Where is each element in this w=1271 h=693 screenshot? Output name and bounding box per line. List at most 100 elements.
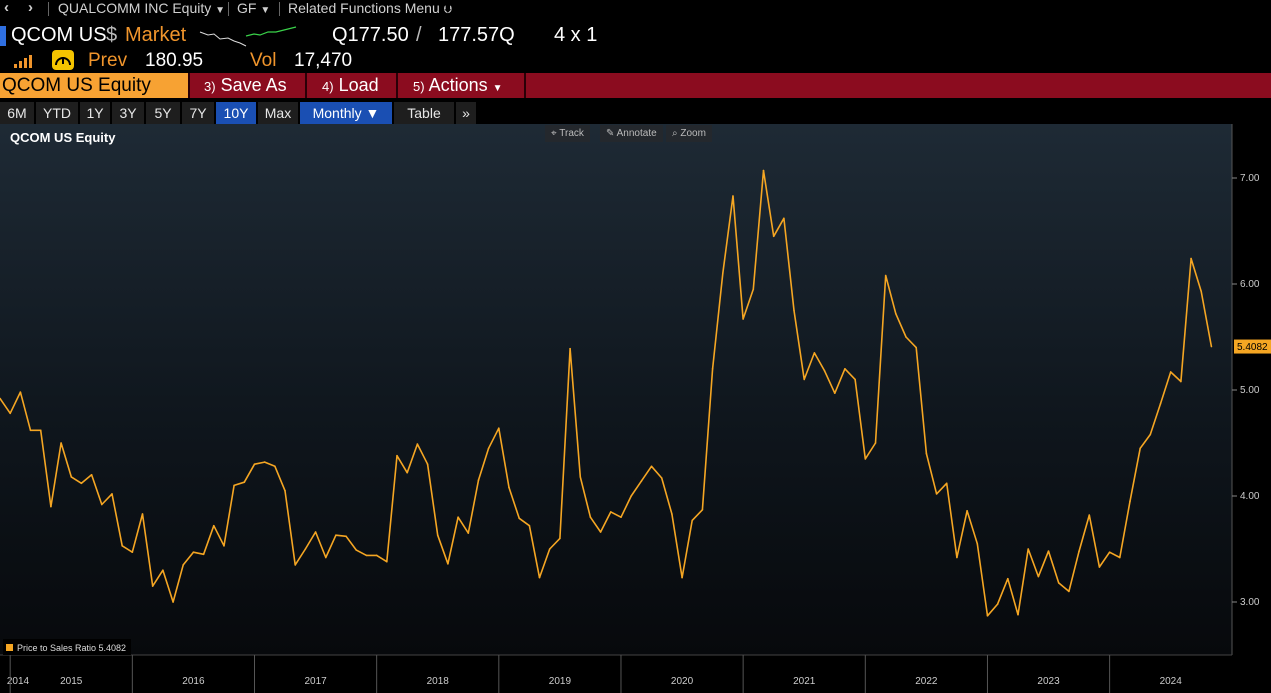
data-point: [579, 476, 582, 478]
actions-menu[interactable]: 5) Actions ▼: [413, 73, 503, 98]
data-point: [732, 195, 734, 197]
legend-label: Price to Sales Ratio 5.4082: [17, 643, 126, 653]
y-tick-label: 4.00: [1240, 491, 1260, 502]
annotate-label: Annotate: [616, 128, 657, 139]
frequency-dropdown[interactable]: Monthly ▼: [300, 102, 392, 124]
quote-subheader: Prev 180.95 Vol 17,470: [0, 50, 1271, 72]
security-menu[interactable]: QUALCOMM INC Equity ▼: [58, 0, 225, 18]
data-point: [538, 576, 541, 579]
data-point: [589, 516, 592, 518]
data-point: [182, 564, 185, 566]
bid-ask-size: 4 x 1: [554, 24, 598, 46]
data-point: [355, 549, 358, 551]
data-point: [1068, 590, 1070, 593]
related-functions-label: Related Functions Menu: [288, 0, 440, 16]
load-button[interactable]: 4) Load: [322, 73, 379, 98]
prev-value: 180.95: [145, 50, 204, 71]
annotate-tool[interactable]: ✎ Annotate: [600, 125, 663, 142]
range-1y[interactable]: 1Y: [80, 102, 110, 124]
function-menu-label: GF: [237, 0, 257, 16]
data-point: [192, 551, 195, 553]
action-bar: QCOM US Equity 3) Save As 4) Load 5) Act…: [0, 73, 1271, 98]
data-point: [620, 516, 622, 518]
data-point: [711, 368, 714, 370]
data-point: [375, 554, 378, 557]
load-label: Load: [338, 75, 379, 95]
data-point: [772, 235, 775, 238]
data-point: [742, 318, 744, 320]
data-point: [1078, 550, 1080, 552]
save-as-button[interactable]: 3) Save As: [204, 73, 287, 98]
range-3y[interactable]: 3Y: [112, 102, 144, 124]
double-chevron-down-icon: ⮋: [443, 4, 453, 16]
data-point: [365, 554, 368, 557]
caret-down-icon: ▼: [260, 5, 271, 16]
x-tick-label: 2014: [7, 676, 30, 687]
chart-title: QCOM US Equity: [10, 130, 116, 145]
plot-background: [0, 124, 1232, 655]
data-point: [314, 531, 317, 533]
caret-down-icon: ▼: [215, 5, 226, 16]
data-point: [1108, 551, 1111, 553]
x-tick-label: 2020: [671, 676, 694, 687]
load-number: 4): [322, 79, 334, 94]
data-point: [111, 493, 113, 495]
data-point: [243, 481, 246, 484]
data-point: [884, 274, 887, 277]
data-point: [813, 352, 816, 354]
data-point: [19, 391, 22, 393]
data-point: [671, 513, 673, 515]
security-input[interactable]: QCOM US Equity: [0, 73, 188, 98]
xaxis-background: [0, 655, 1271, 693]
data-point: [874, 442, 877, 444]
x-tick-label: 2016: [182, 676, 205, 687]
last-value-label: 5.4082: [1237, 342, 1268, 353]
chart-area[interactable]: 7.00 6.00 5.00 4.00 3.00 2014 2015 2016 2017 201…: [0, 124, 1271, 693]
series-line: [0, 169, 1213, 617]
data-point: [1017, 613, 1019, 616]
price-to-sales-chart[interactable]: 7.00 6.00 5.00 4.00 3.00 2014 2015 2016 2017 201…: [0, 124, 1271, 693]
data-point: [1210, 345, 1213, 348]
range-10y[interactable]: 10Y: [216, 102, 256, 124]
related-functions-menu[interactable]: Related Functions Menu ⮋: [288, 0, 452, 18]
range-5y[interactable]: 5Y: [146, 102, 180, 124]
range-ytd[interactable]: YTD: [36, 102, 78, 124]
data-point: [762, 169, 765, 172]
data-point: [1169, 371, 1172, 373]
intraday-sparkline: [199, 26, 297, 47]
divider: [228, 2, 229, 16]
actions-label: Actions: [428, 75, 488, 95]
data-point: [854, 378, 856, 381]
chevron-right-icon[interactable]: ›: [28, 0, 33, 16]
divider: [524, 73, 526, 98]
data-point: [29, 429, 32, 432]
data-point: [935, 493, 938, 495]
zoom-tool[interactable]: ⌕ Zoom: [666, 125, 712, 142]
table-button[interactable]: Table: [394, 102, 454, 124]
range-selector: 6M YTD 1Y 3Y 5Y 7Y 10Y Max Monthly ▼ Tab…: [0, 102, 478, 124]
data-point: [610, 511, 612, 513]
x-tick-label: 2021: [793, 676, 816, 687]
top-nav-bar: ‹ › QUALCOMM INC Equity ▼ GF ▼ Related F…: [0, 0, 1271, 18]
chevron-left-icon[interactable]: ‹: [4, 0, 9, 16]
data-point: [447, 563, 449, 565]
quote-header: QCOM US $ Market Q177.50 / 177.57Q 4 x 1: [0, 22, 1271, 50]
security-input-text: QCOM US Equity: [2, 75, 151, 96]
gauge-icon[interactable]: [52, 50, 74, 70]
data-point: [905, 336, 907, 338]
track-tool[interactable]: ⌖ Track: [545, 125, 590, 142]
more-button[interactable]: »: [456, 102, 476, 124]
y-tick-label: 3.00: [1240, 597, 1260, 608]
data-point: [945, 482, 948, 485]
data-point: [1098, 566, 1101, 568]
range-6m[interactable]: 6M: [0, 102, 34, 124]
data-point: [803, 378, 806, 381]
function-menu[interactable]: GF ▼: [237, 0, 270, 18]
data-point: [518, 517, 520, 520]
data-point: [386, 560, 388, 563]
range-7y[interactable]: 7Y: [182, 102, 214, 124]
data-point: [416, 443, 419, 445]
divider: [396, 73, 398, 98]
range-max[interactable]: Max: [258, 102, 298, 124]
data-point: [335, 534, 337, 537]
